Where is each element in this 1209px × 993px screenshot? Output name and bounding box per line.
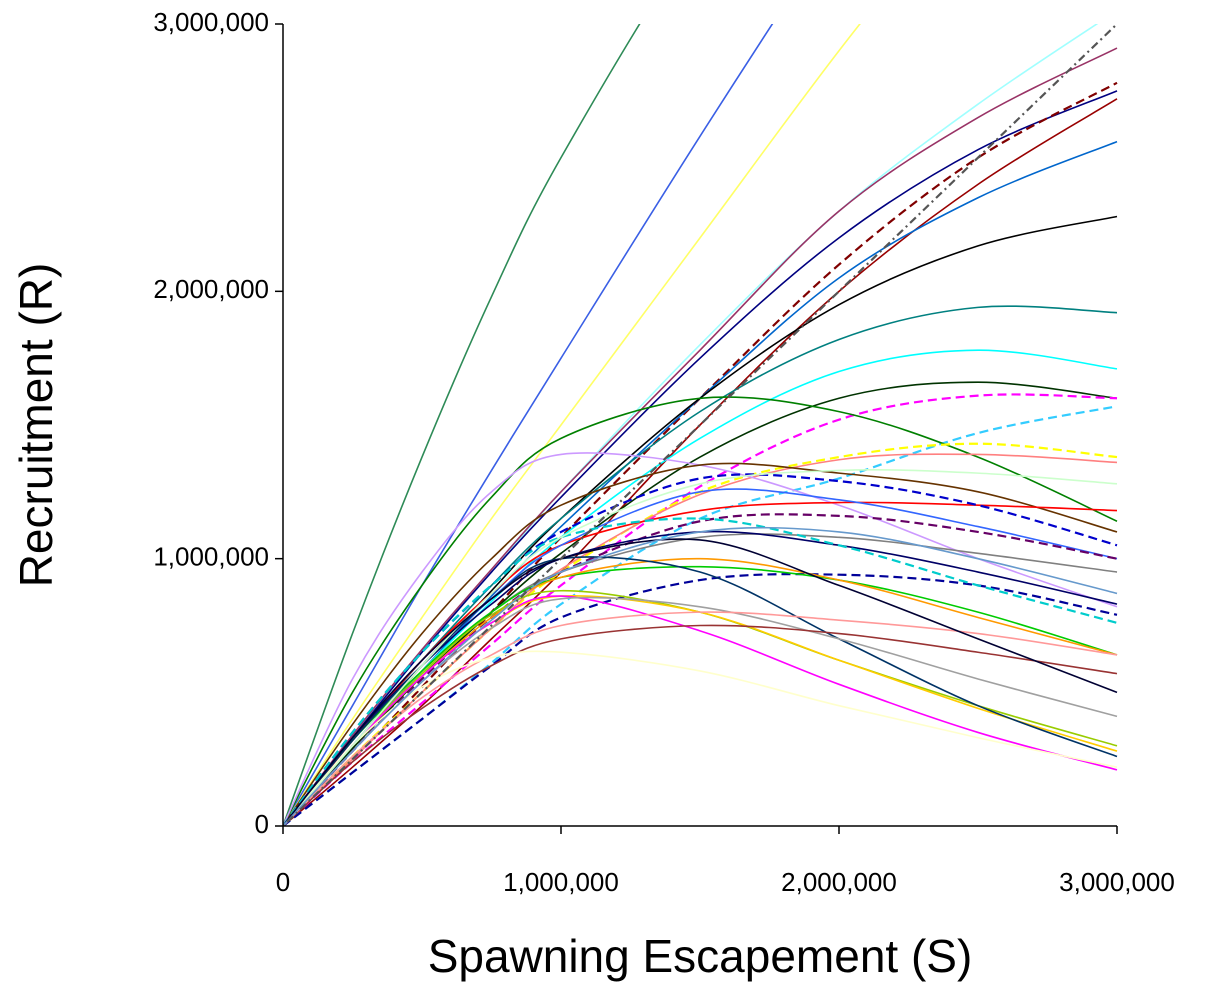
series-line — [283, 393, 1118, 826]
series-line — [283, 24, 861, 826]
series-line — [283, 565, 1118, 826]
series-line — [283, 517, 1118, 826]
series-line — [283, 462, 1118, 826]
y-tick-label: 1,000,000 — [153, 542, 269, 572]
series-line — [283, 556, 1118, 826]
y-tick-label: 2,000,000 — [153, 274, 269, 304]
series-line — [283, 530, 1118, 826]
series-line — [283, 452, 1118, 826]
y-axis-title: Recruitment (R) — [10, 263, 62, 588]
series-line — [283, 595, 1118, 826]
y-tick-label: 0 — [255, 809, 269, 839]
series-line — [283, 501, 1118, 826]
series-line — [283, 538, 1118, 826]
series-line — [283, 526, 1118, 826]
series-line — [283, 24, 1118, 826]
series-line — [283, 624, 1118, 826]
x-tick-label: 0 — [276, 867, 290, 897]
plot-lines — [283, 24, 1118, 826]
series-line — [283, 650, 1118, 826]
series-line — [283, 81, 1118, 826]
x-axis-title: Spawning Escapement (S) — [428, 930, 973, 982]
series-line — [283, 24, 641, 826]
series-line — [283, 90, 1118, 826]
series-line — [283, 513, 1118, 826]
series-line — [283, 468, 1118, 826]
x-tick-label: 1,000,000 — [503, 867, 619, 897]
x-tick-label: 2,000,000 — [781, 867, 897, 897]
series-line — [283, 24, 774, 826]
y-tick-label: 3,000,000 — [153, 7, 269, 37]
series-line — [283, 573, 1118, 826]
x-tick-label: 3,000,000 — [1059, 867, 1175, 897]
